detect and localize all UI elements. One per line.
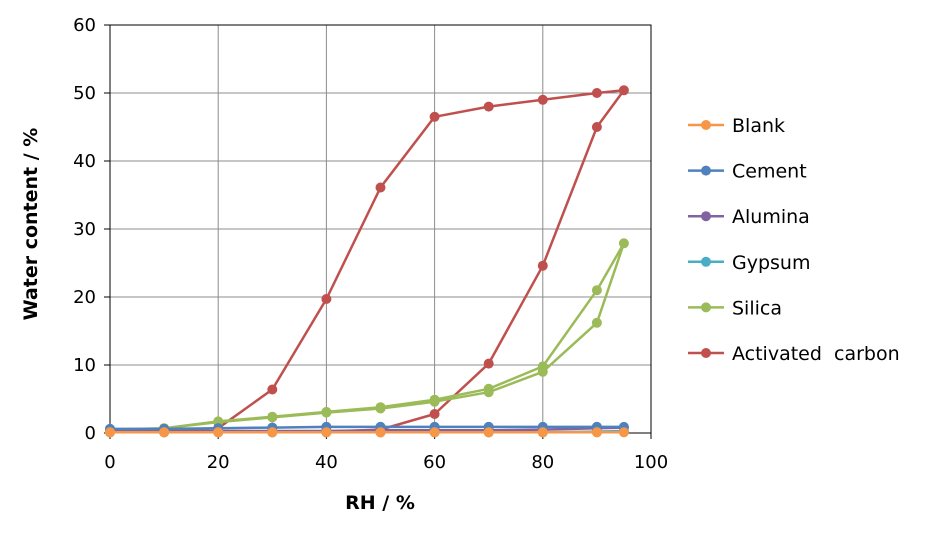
legend-item: Silica: [688, 297, 782, 319]
data-point: [537, 427, 548, 438]
data-point: [321, 294, 332, 304]
x-tick-label: 0: [104, 452, 115, 473]
data-point: [537, 260, 548, 271]
data-point: [483, 427, 494, 438]
data-point: [267, 411, 278, 422]
data-point: [537, 361, 548, 372]
legend-item: Activated carbon: [688, 343, 900, 365]
x-tick-label: 60: [423, 452, 446, 473]
x-axis-title: RH / %: [345, 492, 415, 514]
legend-item: Cement: [688, 161, 807, 183]
y-tick-label: 30: [73, 219, 96, 240]
y-tick-label: 0: [85, 423, 96, 444]
data-point: [591, 88, 602, 98]
data-point: [375, 402, 386, 413]
data-point: [321, 406, 332, 417]
data-point: [429, 427, 440, 438]
legend-marker: [701, 256, 711, 267]
data-point: [483, 101, 494, 112]
data-point: [618, 238, 629, 249]
series-layer: [105, 85, 629, 438]
legend-label: Alumina: [732, 206, 810, 228]
data-point: [618, 427, 629, 438]
series-line: [109, 242, 626, 431]
legend-label: Silica: [732, 297, 782, 319]
series-line: [109, 89, 626, 433]
data-point: [537, 94, 548, 105]
x-tick-label: 100: [634, 452, 668, 473]
axis-ticks: 0 20 40 60 80 100 0 10 20 30 40 50 60: [73, 15, 668, 473]
data-point: [375, 182, 386, 193]
y-tick-label: 50: [73, 83, 96, 104]
data-point: [267, 384, 278, 395]
data-point: [618, 85, 629, 96]
data-point: [429, 394, 440, 405]
legend-marker: [701, 211, 711, 222]
y-tick-label: 20: [73, 287, 96, 308]
legend-item: Blank: [688, 115, 785, 137]
legend-marker: [701, 165, 711, 176]
data-point: [429, 111, 440, 122]
x-tick-label: 80: [531, 452, 554, 473]
x-tick-label: 20: [207, 452, 230, 473]
legend-item: Gypsum: [688, 252, 810, 274]
data-point: [483, 383, 494, 394]
data-point: [591, 285, 602, 296]
legend-label: Gypsum: [732, 252, 810, 274]
data-point: [591, 122, 602, 132]
data-point: [321, 427, 332, 438]
legend-label: Cement: [732, 161, 807, 183]
y-tick-label: 10: [73, 355, 96, 376]
data-point: [429, 409, 440, 419]
y-tick-label: 60: [73, 15, 96, 36]
data-point: [267, 427, 278, 438]
y-axis-title: Water content / %: [20, 128, 42, 321]
data-point: [213, 427, 224, 438]
y-tick-label: 40: [73, 151, 96, 172]
series-blank: [105, 427, 629, 438]
legend-item: Alumina: [688, 206, 810, 228]
legend-label: Activated carbon: [732, 343, 900, 365]
legend: Blank Cement Alumina Gypsum Silica Activated …: [688, 115, 900, 365]
legend-marker: [701, 120, 711, 130]
legend-marker: [701, 348, 711, 358]
series-silica: [105, 238, 629, 435]
data-point: [483, 358, 494, 369]
series-activated-carbon: [105, 85, 629, 437]
data-point: [105, 427, 115, 438]
data-point: [159, 427, 170, 438]
data-point: [375, 427, 386, 438]
x-tick-label: 40: [315, 452, 338, 473]
legend-label: Blank: [732, 115, 785, 137]
data-point: [591, 427, 602, 438]
data-point: [591, 317, 602, 328]
gridlines: [110, 25, 651, 433]
legend-marker: [701, 302, 711, 313]
